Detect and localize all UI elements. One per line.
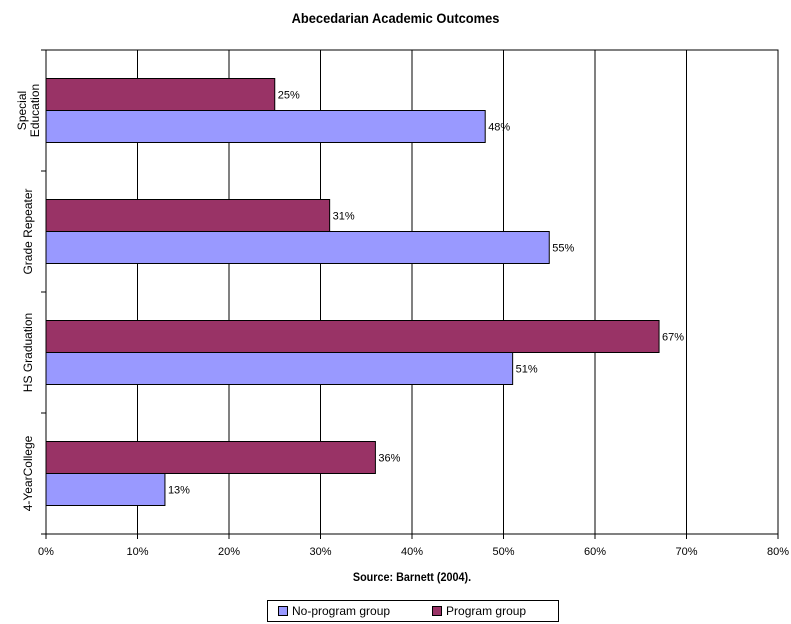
data-label: 25% bbox=[278, 90, 300, 102]
chart-title: Abecedarian Academic Outcomes bbox=[291, 10, 500, 26]
y-category-label: HS Graduation bbox=[21, 313, 35, 392]
bar bbox=[45, 231, 550, 264]
bar bbox=[45, 352, 514, 385]
bar bbox=[45, 199, 331, 232]
y-category-label-line: Education bbox=[28, 84, 42, 137]
y-category-label: Grade Repeater bbox=[21, 188, 35, 274]
x-tick-label: 80% bbox=[767, 546, 789, 558]
data-label: 13% bbox=[168, 485, 190, 497]
legend-swatch-program bbox=[432, 606, 443, 616]
data-label: 36% bbox=[378, 453, 400, 465]
bar bbox=[45, 441, 376, 474]
x-tick-label: 30% bbox=[309, 546, 331, 558]
x-tick-label: 10% bbox=[126, 546, 148, 558]
x-tick-label: 40% bbox=[401, 546, 423, 558]
x-tick-label: 0% bbox=[38, 546, 54, 558]
bar bbox=[45, 473, 166, 506]
y-category-label-line: Special bbox=[15, 91, 29, 130]
bar bbox=[45, 110, 486, 143]
x-tick-label: 20% bbox=[218, 546, 240, 558]
x-tick-label: 60% bbox=[584, 546, 606, 558]
y-category-label: 4-YearCollege bbox=[21, 435, 35, 511]
data-label: 55% bbox=[552, 243, 574, 255]
legend-label-program: Program group bbox=[446, 604, 527, 618]
legend-swatch-no-program bbox=[278, 606, 288, 616]
bar bbox=[45, 78, 276, 111]
data-label: 67% bbox=[662, 332, 684, 344]
data-label: 51% bbox=[516, 364, 538, 376]
data-label: 48% bbox=[488, 122, 510, 134]
legend: No-program group Program group bbox=[267, 600, 559, 622]
x-tick-label: 70% bbox=[675, 546, 697, 558]
bar bbox=[45, 320, 660, 353]
legend-item-program: Program group bbox=[432, 604, 526, 618]
legend-item-no-program: No-program group bbox=[278, 604, 390, 618]
data-label: 31% bbox=[333, 211, 355, 223]
y-category-label: SpecialEducation bbox=[15, 84, 42, 137]
x-axis-label: Source: Barnett (2004). bbox=[352, 570, 472, 584]
x-tick-label: 50% bbox=[492, 546, 514, 558]
legend-label-no-program: No-program group bbox=[292, 604, 391, 618]
